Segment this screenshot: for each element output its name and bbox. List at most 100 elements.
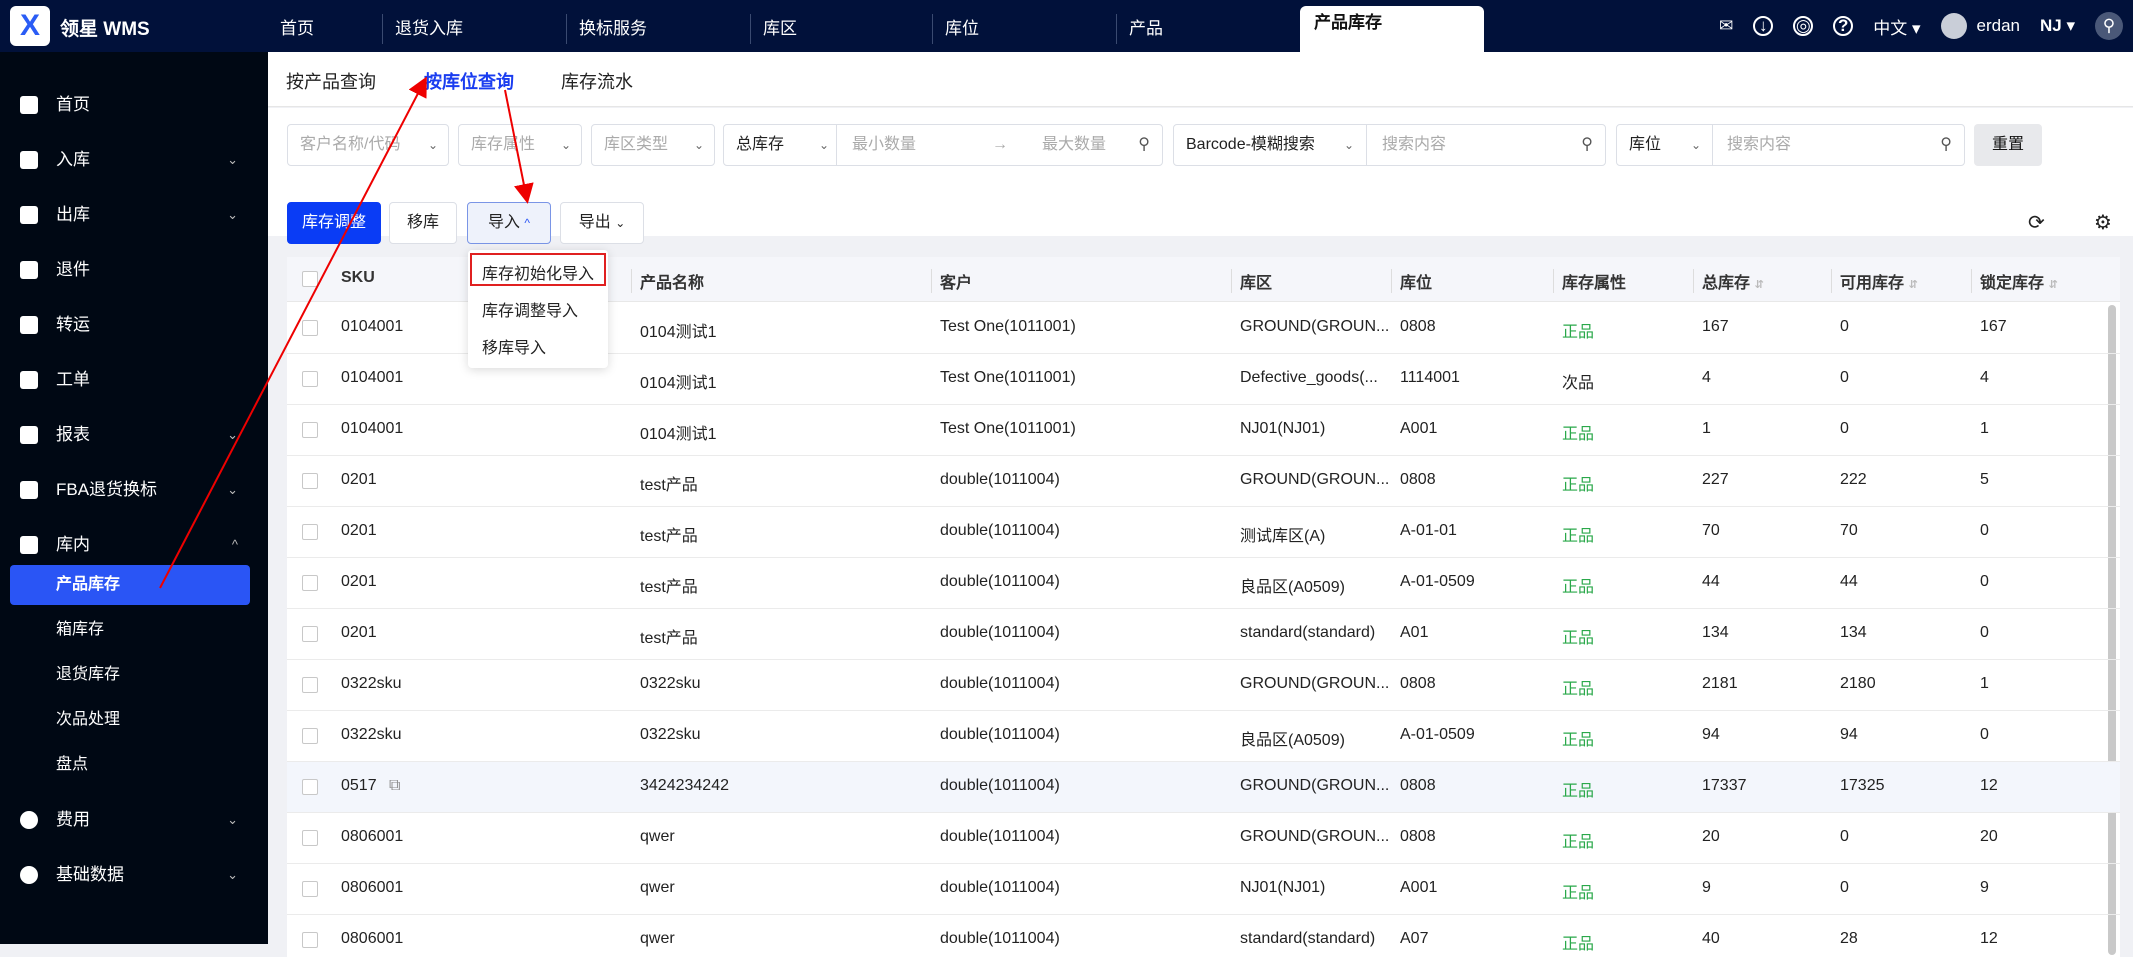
avatar[interactable] <box>1940 13 1967 39</box>
tab-by-product[interactable]: 按产品查询 <box>286 72 376 92</box>
sidebar-item-base-data[interactable]: 基础数据 ⌄ <box>0 853 268 897</box>
location-field-select[interactable]: 库位 <box>1629 136 1662 153</box>
sidebar-sub-defective-handling[interactable]: 次品处理 <box>56 711 121 728</box>
sidebar-item-outbound[interactable]: 出库 ⌄ <box>0 193 268 237</box>
table-row[interactable]: 0201 test产品 double(1011004) 良品区(A0509) A-01-… <box>287 558 2120 609</box>
sidebar-item-reports[interactable]: 报表 ⌄ <box>0 413 268 457</box>
help-icon[interactable]: ? <box>1833 16 1854 36</box>
nav-tab-return-inbound[interactable]: 退货入库 <box>382 14 463 44</box>
cell-0: 0104001 <box>341 369 404 386</box>
import-button[interactable]: 导入 ^ <box>467 202 551 244</box>
min-qty-input[interactable]: 最小数量 <box>852 136 917 153</box>
table-row[interactable]: 0517 ⧉ 3424234242 double(1011004) GROUND(GRO… <box>287 762 2120 813</box>
menu-item-adjust-import[interactable]: 库存调整导入 <box>482 303 579 320</box>
table-row[interactable]: 0322sku 0322sku double(1011004) GROUND(GROU… <box>287 660 2120 711</box>
tab-by-location[interactable]: 按库位查询 <box>424 72 514 92</box>
cell-6: 134 <box>1702 624 1729 641</box>
barcode-mode-select[interactable]: Barcode-模糊搜索 <box>1186 136 1315 153</box>
menu-item-move-import[interactable]: 移库导入 <box>482 340 547 357</box>
sidebar-sub-product-inventory[interactable]: 产品库存 <box>10 565 250 605</box>
barcode-search-input[interactable]: 搜索内容 <box>1382 136 1447 153</box>
nav-tab-product-inventory[interactable]: 产品库存 <box>1300 6 1484 52</box>
table-row[interactable]: 0322sku 0322sku double(1011004) 良品区(A0509) A… <box>287 711 2120 762</box>
row-checkbox[interactable] <box>302 779 318 795</box>
row-checkbox[interactable] <box>302 524 318 540</box>
row-checkbox[interactable] <box>302 881 318 897</box>
cell-7: 134 <box>1840 624 1867 641</box>
column-header[interactable]: 锁定库存 ⇵ <box>1971 269 2058 293</box>
row-checkbox[interactable] <box>302 422 318 438</box>
refresh-icon[interactable]: ⟳ <box>2028 212 2045 234</box>
table-row[interactable]: 0806001 qwer double(1011004) NJ01(NJ01) A001… <box>287 864 2120 915</box>
row-checkbox[interactable] <box>302 932 318 948</box>
nav-tab-zone[interactable]: 库区 <box>750 14 797 44</box>
sidebar-sub-stocktake[interactable]: 盘点 <box>56 756 89 773</box>
inbox-icon[interactable]: ✉ <box>1719 16 1734 35</box>
qty-type-select[interactable]: 总库存 <box>736 136 785 153</box>
select-all-checkbox[interactable] <box>302 271 318 287</box>
location-search-input[interactable]: 搜索内容 <box>1727 136 1792 153</box>
table-row[interactable]: 0201 test产品 double(1011004) 测试库区(A) A-01-01 正… <box>287 507 2120 558</box>
cell-1: test产品 <box>640 477 698 494</box>
username[interactable]: erdan <box>1976 16 2020 35</box>
scrollbar[interactable] <box>2108 305 2116 955</box>
nav-tab-location[interactable]: 库位 <box>932 14 979 44</box>
sort-icon[interactable]: ⇵ <box>1908 279 1918 291</box>
row-checkbox[interactable] <box>302 371 318 387</box>
sidebar-item-in-warehouse[interactable]: 库内 ^ <box>0 523 268 567</box>
row-checkbox[interactable] <box>302 320 318 336</box>
inventory-attr-select[interactable]: 库存属性 ⌄ <box>458 124 582 166</box>
sidebar-item-returns[interactable]: 退件 <box>0 248 268 292</box>
chevron-up-icon: ^ <box>524 216 531 230</box>
customer-select[interactable]: 客户名称/代码 ⌄ <box>287 124 449 166</box>
search-icon[interactable]: ⚲ <box>1138 136 1150 153</box>
warehouse-select[interactable]: NJ ▾ <box>2040 16 2075 35</box>
inventory-table: SKU 产品名称 客户 库区 库位 库存属性 总库存 ⇵ 可用库存 ⇵ 锁定库存 ⇵ 01040… <box>287 257 2120 957</box>
search-icon[interactable]: ⚲ <box>1940 136 1952 153</box>
menu-item-init-import[interactable]: 库存初始化导入 <box>482 266 595 283</box>
row-checkbox[interactable] <box>302 728 318 744</box>
language-select[interactable]: 中文 ▾ <box>1873 18 1921 38</box>
nav-tab-product[interactable]: 产品 <box>1116 14 1163 44</box>
column-header[interactable]: 可用库存 ⇵ <box>1831 269 1918 293</box>
row-checkbox[interactable] <box>302 473 318 489</box>
sidebar-item-inbound[interactable]: 入库 ⌄ <box>0 138 268 182</box>
reset-button[interactable]: 重置 <box>1974 124 2042 166</box>
tab-inventory-flow[interactable]: 库存流水 <box>561 72 633 92</box>
sidebar-item-work-order[interactable]: 工单 <box>0 358 268 402</box>
sort-icon[interactable]: ⇵ <box>2048 279 2058 291</box>
row-checkbox[interactable] <box>302 677 318 693</box>
nav-tab-home[interactable]: 首页 <box>280 19 314 38</box>
nav-tab-relabel[interactable]: 换标服务 <box>566 14 647 44</box>
sidebar-item-fba-return[interactable]: FBA退货换标 ⌄ <box>0 468 268 512</box>
search-icon[interactable]: ⚲ <box>2095 12 2123 40</box>
sidebar-sub-return-inventory[interactable]: 退货库存 <box>56 666 121 683</box>
column-header[interactable]: 总库存 ⇵ <box>1693 269 1764 293</box>
settings-icon[interactable]: ◎ <box>1793 16 1814 36</box>
row-checkbox[interactable] <box>302 575 318 591</box>
sidebar-item-home[interactable]: 首页 <box>0 83 268 127</box>
top-bar: X 领星 WMS 首页 退货入库 换标服务 库区 库位 产品 产品库存 ✉ ↓ … <box>0 0 2133 52</box>
table-row[interactable]: 0201 test产品 double(1011004) GROUND(GROUN...… <box>287 456 2120 507</box>
download-icon[interactable]: ↓ <box>1753 16 1774 36</box>
copy-icon[interactable]: ⧉ <box>389 777 401 794</box>
sidebar-item-transfer[interactable]: 转运 <box>0 303 268 347</box>
cell-0: 0517 <box>341 777 377 794</box>
row-checkbox[interactable] <box>302 626 318 642</box>
table-row[interactable]: 0104001 0104测试1 Test One(1011001) NJ01(NJ01… <box>287 405 2120 456</box>
sidebar-sub-box-inventory[interactable]: 箱库存 <box>56 621 105 638</box>
table-row[interactable]: 0201 test产品 double(1011004) standard(standa… <box>287 609 2120 660</box>
sort-icon[interactable]: ⇵ <box>1754 279 1764 291</box>
zone-type-select[interactable]: 库区类型 ⌄ <box>591 124 715 166</box>
column-settings-icon[interactable]: ⚙ <box>2094 212 2112 234</box>
inventory-adjust-button[interactable]: 库存调整 <box>287 202 381 244</box>
move-button[interactable]: 移库 <box>389 202 457 244</box>
export-button[interactable]: 导出 ⌄ <box>560 202 644 244</box>
table-row[interactable]: 0806001 qwer double(1011004) GROUND(GROUN..… <box>287 813 2120 864</box>
row-checkbox[interactable] <box>302 830 318 846</box>
search-icon[interactable]: ⚲ <box>1581 136 1593 153</box>
cell-3: 良品区(A0509) <box>1240 579 1345 596</box>
max-qty-input[interactable]: 最大数量 <box>1042 136 1107 153</box>
sidebar-item-fees[interactable]: 费用 ⌄ <box>0 798 268 842</box>
table-row[interactable]: 0806001 qwer double(1011004) standard(stand… <box>287 915 2120 957</box>
